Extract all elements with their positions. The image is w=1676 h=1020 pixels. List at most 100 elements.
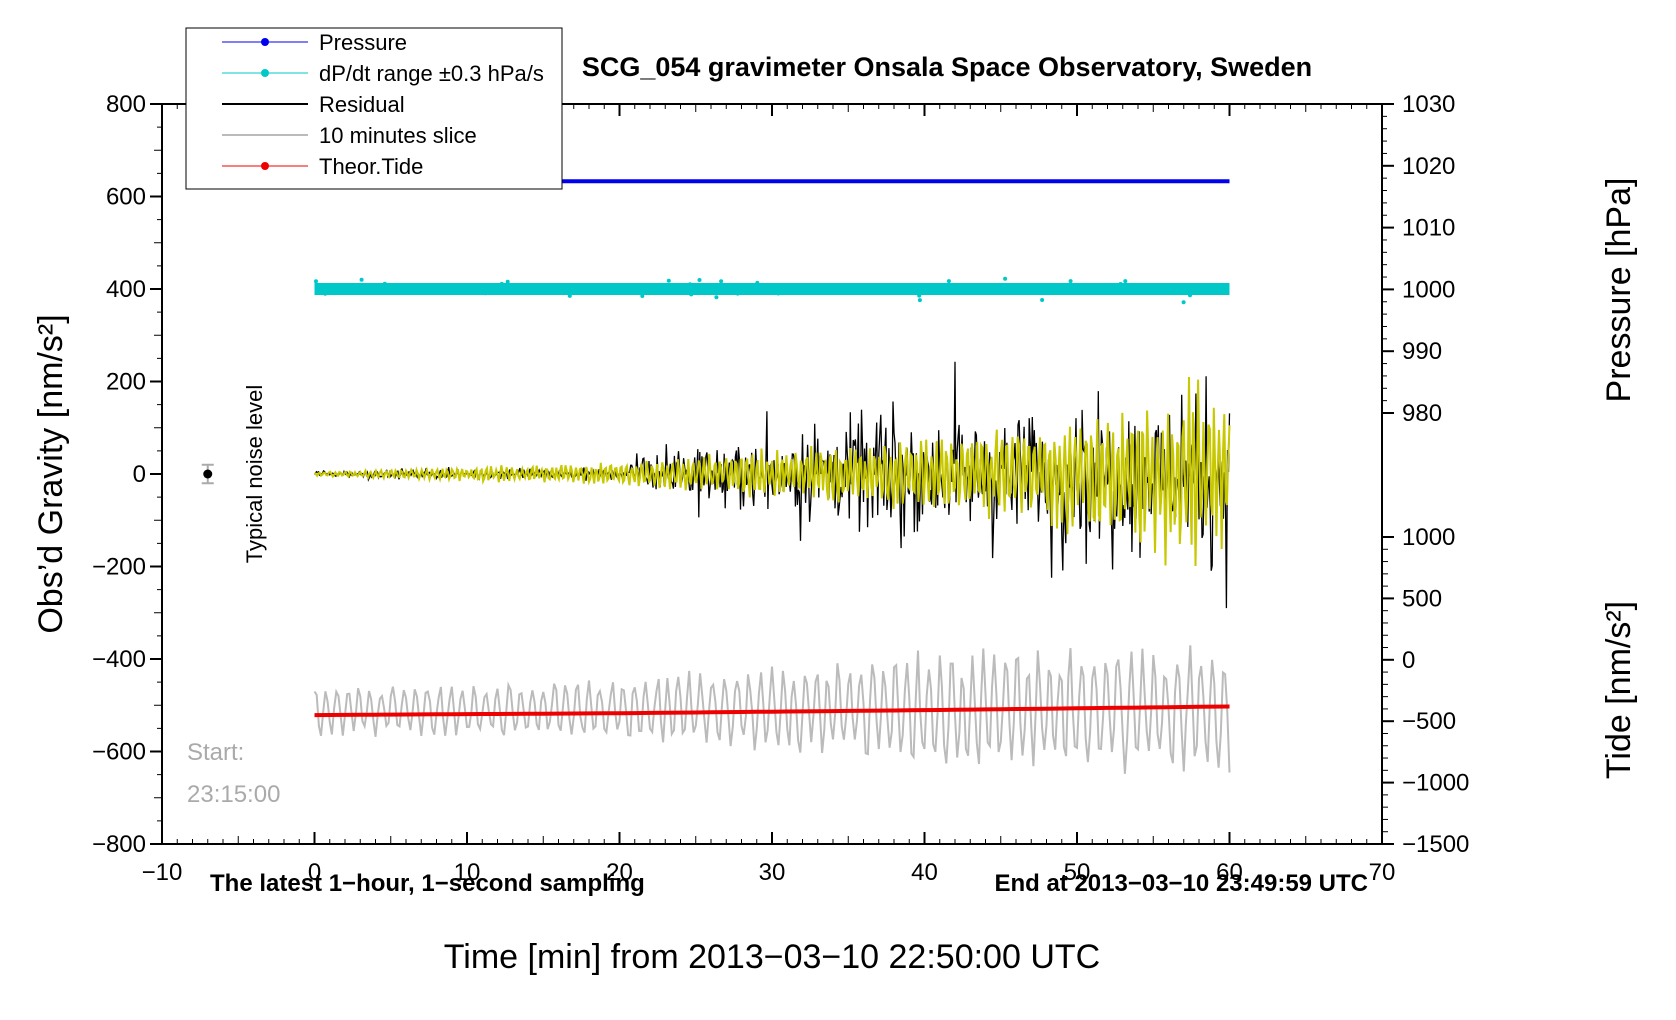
x-tick-label: 70 [1369,859,1396,886]
dpdt-dot [515,288,520,293]
start-label: Start: [187,739,244,766]
dpdt-dot [1003,276,1008,281]
x-tick-label: 20 [606,859,633,886]
dpdt-dot [454,287,458,292]
dpdt-dot [1003,289,1008,294]
dpdt-dot [951,284,956,289]
x-tick-label: 10 [454,859,481,886]
dpdt-dot [946,279,951,284]
dpdt-dot [822,284,827,289]
dpdt-dot [416,287,421,292]
dpdt-dot [1175,287,1180,292]
dpdt-dot [1149,286,1153,291]
dpdt-dot [714,288,719,293]
dpdt-dot [543,284,548,289]
dpdt-dot [689,292,694,297]
dpdt-dot [413,289,418,294]
dpdt-dot [991,285,996,289]
dpdt-dot [786,288,791,293]
dpdt-dot [472,288,477,293]
dpdt-dot [1061,287,1066,292]
dpdt-dot [432,288,437,293]
dpdt-dot [382,281,387,286]
legend-swatch-marker [261,69,269,77]
y-tick-label: 800 [106,91,146,118]
start-time-label: 23:15:00 [187,781,280,808]
dpdt-dot [775,286,779,291]
dpdt-dot [895,288,900,293]
dpdt-dot [745,286,750,291]
pressure-tick-label: 990 [1402,338,1442,365]
legend-swatch-marker [261,162,269,170]
legend: Pressure dP/dt range ±0.3 hPa/s Residual 10… [185,27,563,190]
dpdt-dot [1040,298,1045,302]
dpdt-dot [457,289,462,294]
dpdt-dot [811,287,816,292]
dpdt-dot [1188,293,1192,298]
dpdt-dot [470,283,475,288]
dpdt-dot [323,291,328,296]
dpdt-dot [1071,287,1075,291]
dpdt-dot [394,289,399,294]
pressure-tick-label: 1000 [1402,276,1455,303]
dpdt-dot [1087,287,1092,292]
dpdt-dot [477,288,482,293]
legend-item: Residual [222,92,405,117]
dpdt-dot [396,286,401,291]
tide-tick-label: 0 [1402,647,1415,674]
dpdt-dot [1147,289,1152,294]
dpdt-dot [548,286,552,291]
dpdt-dot [858,287,863,292]
dpdt-dot [688,282,692,287]
dpdt-dot [1152,290,1157,295]
dpdt-dot [862,286,867,291]
dpdt-dot [611,289,616,294]
dpdt-dot [1047,289,1052,294]
dpdt-dot [1168,287,1173,292]
residual-filtered-line [313,376,1231,567]
dpdt-dot [551,288,556,293]
dpdt-dot [909,288,914,292]
x-tick-label: 60 [1216,859,1243,886]
dpdt-dot [576,284,580,288]
dpdt-dot [1153,285,1158,290]
dpdt-dot [917,293,922,298]
dpdt-dot [661,286,666,291]
y-tick-label: −600 [92,739,146,766]
dpdt-dot [493,288,498,292]
dpdt-dot [499,281,504,286]
dpdt-dot [648,287,653,292]
dpdt-dot [640,294,645,298]
dpdt-dot [551,285,556,290]
dpdt-dot [946,288,951,293]
y-tick-label: 600 [106,184,146,211]
dpdt-dot [920,285,925,290]
x-tick-label: 50 [1064,859,1091,886]
dpdt-dot [385,286,390,291]
noise-point [203,469,213,479]
dpdt-dot [536,288,541,292]
dpdt-dot [1205,286,1210,291]
legend-label: Theor.Tide [319,154,423,179]
dpdt-dot [568,285,573,289]
dpdt-dot [984,285,989,290]
y-tick-label: −200 [92,554,146,581]
dpdt-dot [736,287,741,292]
dpdt-dot [974,289,978,294]
dpdt-dot [666,278,671,283]
dpdt-dot [589,283,594,288]
dpdt-dot [966,285,971,290]
dpdt-dot [419,284,424,289]
dpdt-dot [1143,285,1148,290]
dpdt-dot [616,286,621,291]
dpdt-dot [463,285,468,290]
dpdt-dot [901,287,906,292]
dpdt-dot [1118,282,1123,286]
legend-label: 10 minutes slice [319,123,477,148]
dpdt-dot [905,287,910,291]
dpdt-dot [327,284,332,289]
legend-label: Pressure [319,30,407,55]
dpdt-dot [937,288,942,293]
dpdt-dot [1190,289,1195,294]
dpdt-dot [669,285,674,290]
